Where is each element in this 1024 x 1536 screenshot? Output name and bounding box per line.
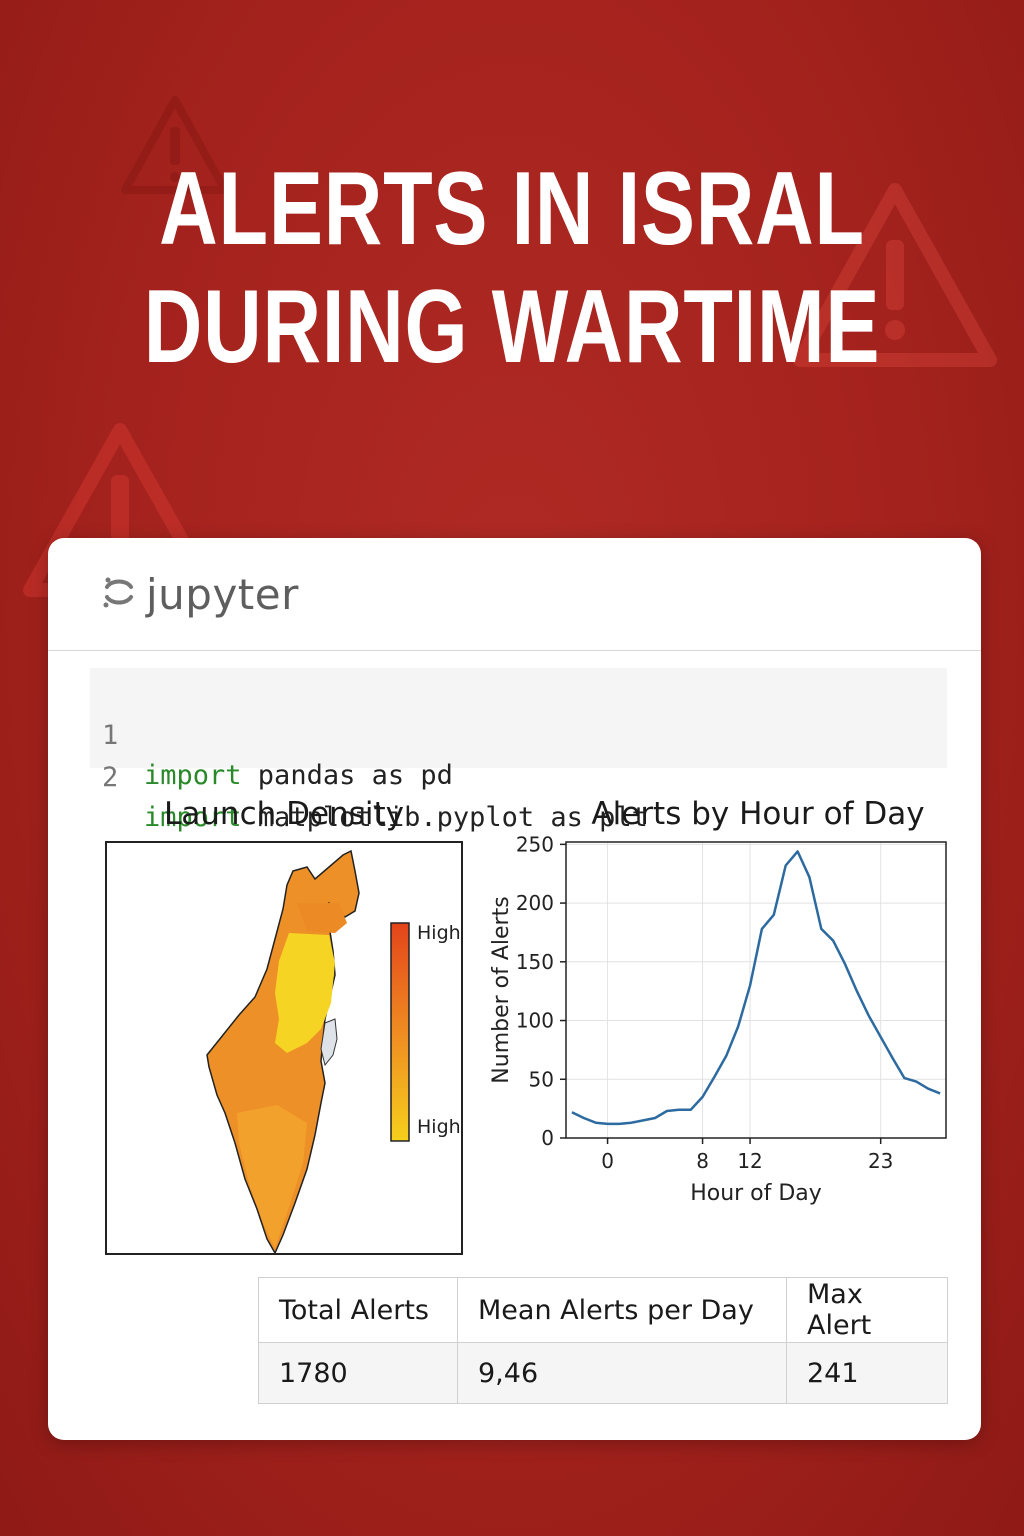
code-text: import matplotlib.pyplot as plt <box>144 798 648 838</box>
headline-line-2: DURING WARTIME <box>143 269 881 385</box>
column-header-mean: Mean Alerts per Day <box>457 1277 787 1343</box>
map-svg: High High <box>206 849 461 1255</box>
code-text: import pandas as pd <box>144 756 453 796</box>
dead-sea <box>320 1018 338 1067</box>
code-rest: pandas as pd <box>241 760 453 791</box>
map-title: Launch Density <box>164 796 404 832</box>
y-tick-label: 150 <box>516 950 554 974</box>
y-tick-label: 250 <box>516 832 554 856</box>
code-line: 2 import matplotlib.pyplot as plt <box>90 718 648 833</box>
line-number: 1 <box>102 720 119 751</box>
jupyter-logo-icon[interactable] <box>102 572 136 612</box>
code-rest: matplotlib.pyplot as plt <box>241 802 648 833</box>
x-tick-label: 23 <box>868 1149 893 1173</box>
x-tick-label: 0 <box>601 1149 614 1173</box>
chart-title: Alerts by Hour of Day <box>591 796 925 832</box>
central-zone <box>297 903 347 933</box>
cell-total-alerts: 1780 <box>258 1342 458 1404</box>
y-tick-label: 0 <box>541 1126 554 1150</box>
code-cell[interactable]: 1 import pandas as pd 2 import matplotli… <box>90 668 947 833</box>
app-name: jupyter <box>146 570 299 619</box>
code-keyword: import <box>144 760 242 791</box>
x-axis-label: Hour of Day <box>690 1181 822 1206</box>
series-line <box>571 850 941 1126</box>
legend-colorbar <box>390 922 410 1142</box>
table-header-row: Total Alerts Mean Alerts per Day Max Ale… <box>258 1277 948 1343</box>
column-header-max: Max Alert <box>786 1277 948 1343</box>
legend-label-top: High <box>417 922 461 944</box>
code-keyword: import <box>144 802 242 833</box>
southern-zone <box>237 1105 307 1248</box>
line-number: 2 <box>102 762 119 793</box>
warning-triangle-icon <box>121 96 229 194</box>
x-tick-label: 8 <box>696 1149 709 1173</box>
cell-mean-alerts: 9,46 <box>457 1342 787 1404</box>
notebook-header: jupyter <box>48 538 981 651</box>
code-line: 1 import pandas as pd <box>90 676 453 791</box>
notebook-card: jupyter 1 import pandas as pd 2 import m… <box>48 538 981 1440</box>
legend-label-bottom: High <box>417 1116 461 1138</box>
cell-max-alert: 241 <box>786 1342 948 1404</box>
y-axis-label: Number of Alerts <box>489 896 514 1083</box>
y-tick-label: 100 <box>516 1009 554 1033</box>
density-map: High High <box>105 841 463 1255</box>
warning-triangle-icon <box>793 183 997 367</box>
headline-line-1: ALERTS IN ISRAL <box>159 151 865 267</box>
y-tick-label: 50 <box>529 1067 554 1091</box>
line-chart: 0 50 100 150 200 250 0 8 12 23 Hour of Day Number o… <box>489 832 947 1206</box>
column-header-total: Total Alerts <box>258 1277 458 1343</box>
headline: ALERTS IN ISRAL DURING WARTIME <box>113 150 912 386</box>
y-tick-label: 200 <box>516 891 554 915</box>
x-tick-label: 12 <box>737 1149 762 1173</box>
stats-table: Total Alerts Mean Alerts per Day Max Ale… <box>258 1277 948 1404</box>
table-row: 1780 9,46 241 <box>258 1342 948 1404</box>
plot-frame <box>565 841 947 1139</box>
high-density-zone <box>275 933 335 1053</box>
